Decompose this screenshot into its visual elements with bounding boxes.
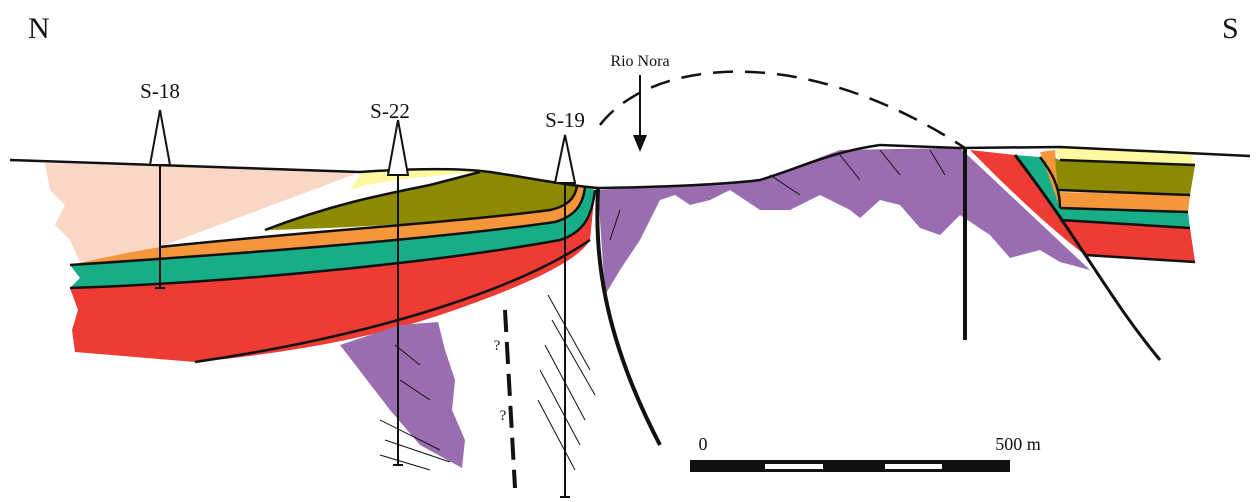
borehole-label: S-22: [370, 99, 410, 123]
cross-section: N S S-18 S-22 S-19 Rio Nora ? ? 0 500 m: [0, 0, 1258, 502]
question-mark: ?: [500, 408, 507, 424]
borehole-label: S-18: [140, 79, 180, 103]
scale-start: 0: [699, 434, 708, 454]
borehole-label: S-19: [545, 108, 585, 132]
scale-end: 500 m: [995, 434, 1041, 454]
borehole-marker: [388, 120, 408, 175]
scale-bar: [690, 460, 1010, 472]
scale-bar-segment: [885, 464, 942, 469]
anticline-trace: [600, 72, 965, 148]
north-label: N: [28, 12, 50, 45]
borehole-marker: [555, 135, 575, 183]
arrow-head: [633, 135, 647, 152]
south-label: S: [1222, 12, 1239, 45]
scale-bar-segment: [765, 464, 823, 469]
borehole-marker: [150, 110, 170, 165]
fault-dashed: [505, 310, 515, 488]
question-mark: ?: [494, 338, 501, 354]
river-label: Rio Nora: [610, 53, 669, 70]
